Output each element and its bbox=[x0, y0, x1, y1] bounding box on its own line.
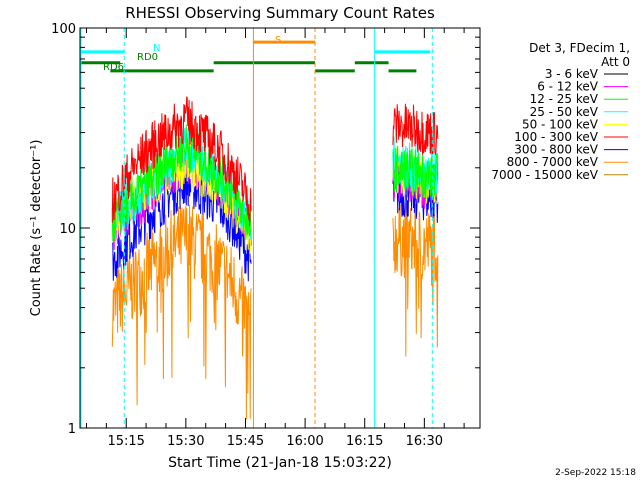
legend-label-0: 3 - 6 keV bbox=[545, 67, 599, 81]
series-line-2-0 bbox=[111, 124, 252, 242]
flag-label-N: N bbox=[153, 43, 160, 54]
series-100-300keV bbox=[111, 96, 439, 226]
legend-label-8: 7000 - 15000 keV bbox=[491, 168, 598, 182]
series-line-6-0 bbox=[111, 161, 252, 282]
series-line-5-0 bbox=[111, 96, 252, 226]
legend-label-7: 800 - 7000 keV bbox=[507, 155, 599, 169]
series-line-2-1 bbox=[392, 145, 439, 199]
flag-label-S: S bbox=[275, 35, 281, 46]
x-tick-label-5: 16:30 bbox=[406, 434, 443, 449]
legend-label-1: 6 - 12 keV bbox=[537, 80, 599, 94]
series-line-5-1 bbox=[392, 103, 439, 156]
axes-layer: 1 10 100 15:15 15:30 15:45 16:00 16:15 16:30 bbox=[51, 22, 481, 449]
series-line-6-1 bbox=[392, 171, 439, 223]
legend-label-3: 25 - 50 keV bbox=[530, 105, 599, 119]
y-tick-label-1: 10 bbox=[59, 222, 76, 237]
series-12-25keV bbox=[111, 124, 439, 242]
legend-label-4: 50 - 100 keV bbox=[522, 117, 599, 131]
series-line-7-0 bbox=[111, 204, 252, 420]
legend-info-line-1: Det 3, FDecim 1, bbox=[529, 41, 630, 55]
x-tick-label-3: 16:00 bbox=[286, 434, 323, 449]
series-800-7000keV bbox=[111, 201, 439, 420]
x-tick-label-1: 15:30 bbox=[167, 434, 204, 449]
series-line-7-1 bbox=[392, 201, 439, 357]
flags-layer: N S RD0 RD6 bbox=[80, 28, 433, 428]
y-axis-label: Count Rate (s⁻¹ detector⁻¹) bbox=[29, 140, 44, 317]
x-tick-label-0: 15:15 bbox=[107, 434, 144, 449]
legend-info-line-2: Att 0 bbox=[601, 55, 630, 69]
plot-area bbox=[111, 96, 439, 420]
legend-label-2: 12 - 25 keV bbox=[530, 92, 599, 106]
footer-date: 2-Sep-2022 15:18 bbox=[555, 468, 636, 478]
series-300-800keV bbox=[111, 161, 439, 282]
y-tick-label-0: 1 bbox=[68, 422, 76, 437]
flag-label-RD0: RD0 bbox=[137, 52, 158, 63]
chart-title: RHESSI Observing Summary Count Rates bbox=[125, 4, 435, 22]
y-tick-label-2: 100 bbox=[51, 22, 76, 37]
x-axis-label: Start Time (21-Jan-18 15:03:22) bbox=[168, 455, 392, 471]
legend-label-5: 100 - 300 keV bbox=[514, 130, 598, 144]
flag-label-RD6: RD6 bbox=[103, 62, 124, 73]
x-tick-label-2: 15:45 bbox=[227, 434, 264, 449]
legend-label-6: 300 - 800 keV bbox=[514, 143, 598, 157]
x-tick-label-4: 16:15 bbox=[346, 434, 383, 449]
